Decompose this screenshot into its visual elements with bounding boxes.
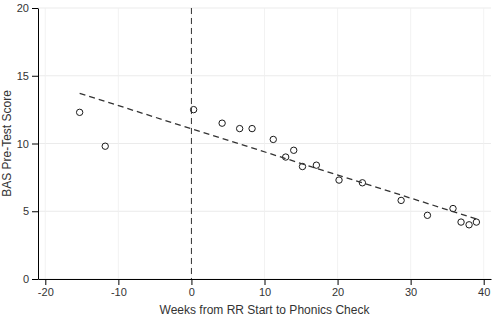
grid (38, 8, 491, 279)
y-tick-label: 0 (23, 273, 29, 285)
fit-line (80, 93, 478, 219)
point (458, 219, 464, 225)
x-tick: -10 (111, 279, 127, 298)
y-tick-label: 5 (23, 205, 29, 217)
x-tick-label: 20 (332, 286, 344, 298)
x-tick-mark (118, 279, 119, 285)
grid-line (337, 8, 338, 279)
x-tick: 0 (189, 279, 195, 298)
y-tick-label: 20 (17, 2, 29, 14)
x-tick-label: -10 (111, 286, 127, 298)
point (270, 136, 276, 142)
point (190, 106, 196, 112)
chart: -20 -10 0 10 20 30 40 0 5 10 15 20 Weeks from RR Sta… (0, 0, 500, 321)
y-tick-mark (32, 76, 38, 77)
y-tick-mark (32, 211, 38, 212)
grid-line (264, 8, 265, 279)
x-tick-label: 30 (405, 286, 417, 298)
reference-line (191, 8, 192, 279)
x-tick: 40 (478, 279, 490, 298)
grid-line (410, 8, 411, 279)
x-tick-mark (338, 279, 339, 285)
point (219, 120, 225, 126)
x-tick-mark (45, 279, 46, 285)
x-tick: 10 (259, 279, 271, 298)
y-tick: 20 (17, 2, 38, 14)
marks (76, 8, 479, 279)
plot: -20 -10 0 10 20 30 40 0 5 10 15 20 (17, 2, 492, 298)
y-axis-title: BAS Pre-Test Score (0, 90, 14, 197)
point (473, 219, 479, 225)
x-tick-mark (191, 279, 192, 285)
point (249, 125, 255, 131)
x-tick-label: 40 (478, 286, 490, 298)
point (424, 212, 430, 218)
y-tick: 10 (17, 138, 38, 150)
y-axis: 0 5 10 15 20 (17, 2, 39, 285)
x-axis-title: Weeks from RR Start to Phonics Check (160, 303, 371, 317)
x-tick-mark (265, 279, 266, 285)
point (450, 205, 456, 211)
point (236, 125, 242, 131)
point (282, 154, 288, 160)
point (466, 222, 472, 228)
point (291, 147, 297, 153)
grid-line (45, 8, 46, 279)
x-tick: 30 (405, 279, 417, 298)
y-tick: 0 (23, 273, 38, 285)
point (76, 109, 82, 115)
x-tick-label: 10 (259, 286, 271, 298)
y-tick-label: 15 (17, 70, 29, 82)
point (398, 197, 404, 203)
grid-line (483, 8, 484, 279)
x-tick-label: -20 (38, 286, 54, 298)
y-axis-line (38, 9, 39, 280)
point (102, 143, 108, 149)
y-tick: 15 (17, 70, 38, 82)
grid-line (191, 8, 192, 279)
x-axis: -20 -10 0 10 20 30 40 (38, 279, 492, 298)
y-tick-label: 10 (17, 138, 29, 150)
y-tick: 5 (23, 205, 38, 217)
x-tick-label: 0 (189, 286, 195, 298)
x-tick-mark (411, 279, 412, 285)
x-tick-mark (484, 279, 485, 285)
point (336, 177, 342, 183)
grid-line (118, 8, 119, 279)
y-tick-mark (32, 144, 38, 145)
y-tick-mark (32, 279, 38, 280)
x-tick: 20 (332, 279, 344, 298)
y-tick-mark (32, 8, 38, 9)
x-tick: -20 (38, 279, 54, 298)
